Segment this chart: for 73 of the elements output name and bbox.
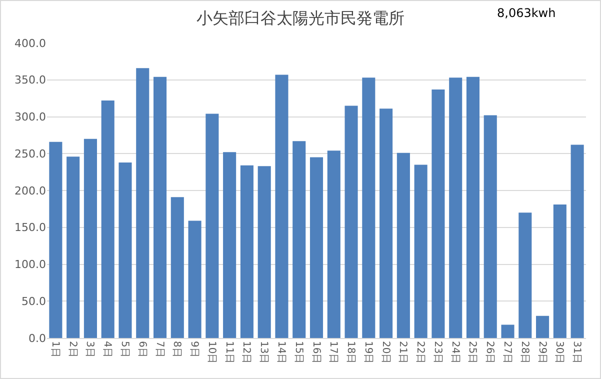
y-tick-label: 50.0 bbox=[22, 294, 46, 308]
x-tick-label: 28日 bbox=[518, 341, 530, 364]
x-tick-label: 4日 bbox=[102, 341, 113, 358]
x-tick-label: 2日 bbox=[66, 341, 78, 358]
bar bbox=[118, 162, 132, 338]
bar bbox=[258, 166, 271, 338]
x-tick-label: 6日 bbox=[136, 341, 148, 358]
bar bbox=[327, 150, 340, 338]
x-tick-label: 18日 bbox=[345, 341, 356, 364]
x-tick-label: 5日 bbox=[118, 341, 130, 358]
text: 8,063kwh bbox=[497, 6, 556, 20]
bar bbox=[344, 106, 358, 338]
x-tick-label: 20日 bbox=[380, 341, 391, 364]
bar bbox=[362, 78, 376, 338]
x-tick-label: 27日 bbox=[502, 341, 513, 364]
bar bbox=[292, 141, 306, 338]
x-tick-label: 21日 bbox=[397, 341, 408, 364]
bar bbox=[414, 164, 428, 338]
x-tick-label: 30日 bbox=[554, 341, 565, 364]
x-tick-label: 9日 bbox=[188, 341, 200, 358]
bar bbox=[240, 165, 254, 338]
x-tick-label: 13日 bbox=[258, 341, 270, 364]
bar bbox=[536, 316, 550, 338]
bar bbox=[518, 212, 532, 338]
y-tick-label: 250.0 bbox=[14, 147, 46, 160]
bar bbox=[275, 74, 288, 338]
x-tick-label: 24日 bbox=[449, 341, 460, 364]
bar bbox=[449, 78, 462, 338]
y-tick-label: 400.0 bbox=[14, 36, 46, 50]
x-tick-label: 26日 bbox=[484, 341, 496, 364]
x-tick-label: 23日 bbox=[432, 341, 443, 364]
x-tick-label: 11日 bbox=[223, 341, 234, 364]
y-tick-label: 350.0 bbox=[14, 74, 46, 87]
bar bbox=[484, 115, 497, 338]
x-tick-label: 29日 bbox=[536, 341, 548, 364]
x-tick-label: 12日 bbox=[240, 341, 252, 364]
bar bbox=[396, 152, 410, 338]
y-tick-label: 100.0 bbox=[14, 258, 46, 272]
x-tick-label: 8日 bbox=[171, 341, 182, 358]
x-tick-label: 3日 bbox=[84, 341, 96, 358]
bar bbox=[432, 89, 445, 338]
chart-title: 小矢部臼谷太陽光市民発電所 bbox=[196, 8, 404, 28]
x-tick-label: 22日 bbox=[414, 341, 426, 364]
x-tick-label: 1日 bbox=[49, 341, 60, 358]
y-tick-label: 200.0 bbox=[14, 184, 46, 198]
bar bbox=[84, 138, 97, 338]
y-tick-label: 300.0 bbox=[14, 110, 46, 124]
x-tick-label: 14日 bbox=[275, 341, 286, 364]
bar bbox=[66, 156, 80, 338]
bar bbox=[101, 100, 114, 338]
bar bbox=[49, 142, 62, 338]
x-tick-label: 7日 bbox=[154, 341, 165, 358]
bar bbox=[501, 324, 514, 338]
bar bbox=[188, 220, 202, 338]
y-tick-label: 0.0 bbox=[28, 332, 46, 345]
x-tick-label: 17日 bbox=[328, 341, 339, 364]
bar bbox=[310, 157, 324, 338]
x-tick-label: 19日 bbox=[362, 341, 374, 364]
x-tick-label: 25日 bbox=[466, 341, 478, 364]
bar bbox=[570, 144, 584, 338]
x-tick-label: 31日 bbox=[571, 341, 582, 364]
bar bbox=[223, 152, 236, 338]
bar bbox=[170, 197, 184, 338]
x-tick-label: 10日 bbox=[206, 341, 217, 364]
bar bbox=[553, 204, 566, 338]
bar bbox=[380, 108, 393, 338]
x-tick-label: 16日 bbox=[310, 341, 322, 364]
bar bbox=[466, 76, 480, 338]
x-tick-label: 15日 bbox=[292, 341, 304, 364]
bar bbox=[154, 76, 167, 338]
bar bbox=[206, 114, 219, 338]
bar bbox=[136, 68, 150, 338]
y-tick-label: 150.0 bbox=[14, 221, 46, 234]
